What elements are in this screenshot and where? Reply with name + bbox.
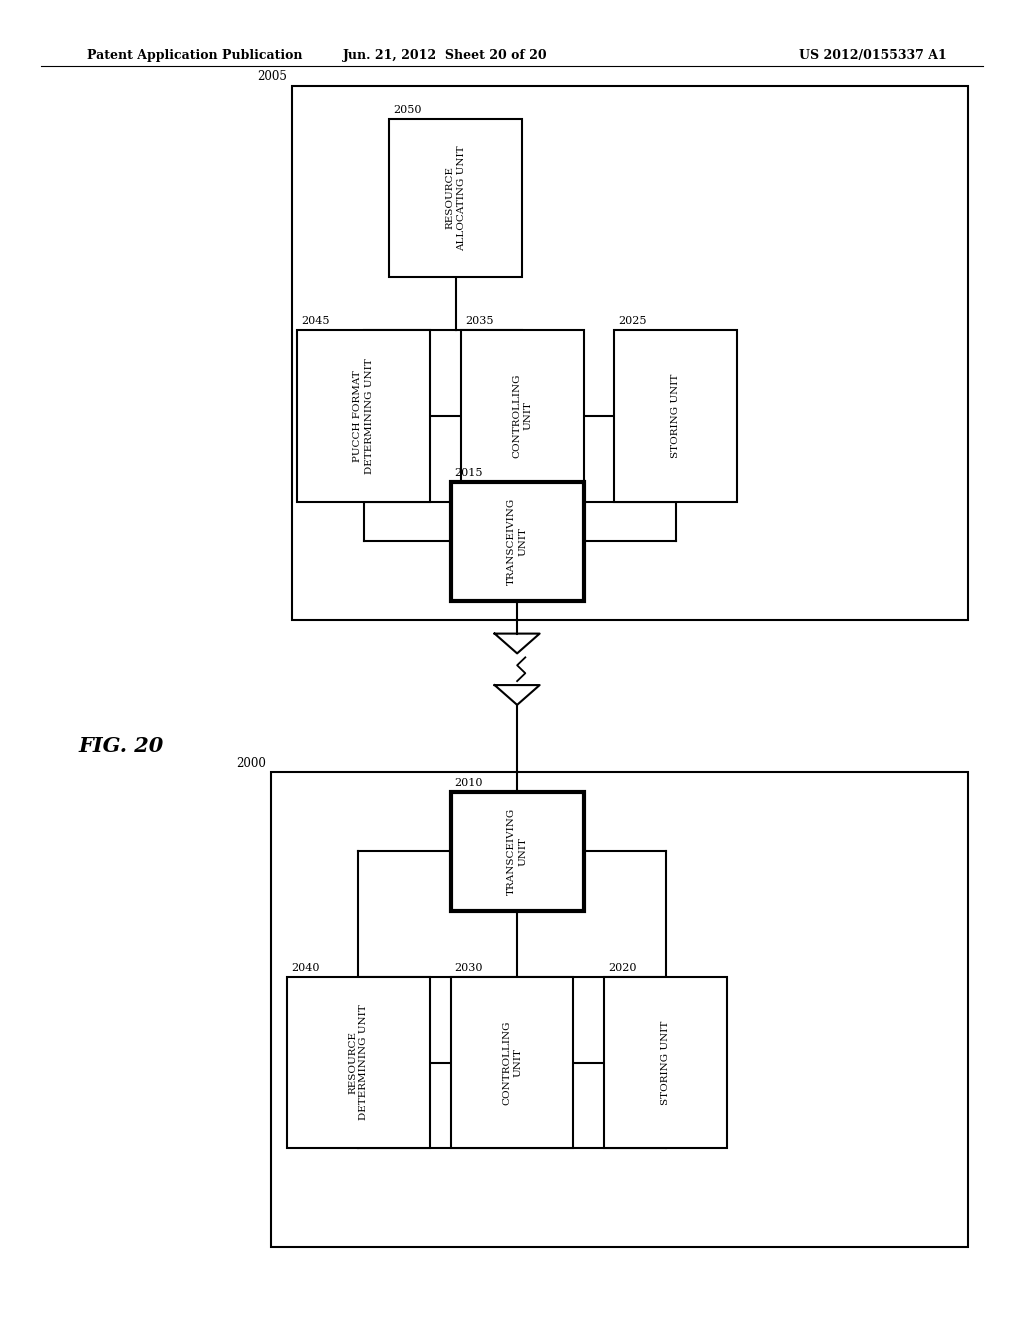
Text: 2045: 2045 xyxy=(301,315,330,326)
Text: 2015: 2015 xyxy=(455,467,483,478)
Bar xyxy=(297,330,430,502)
Text: TRANSCEIVING
UNIT: TRANSCEIVING UNIT xyxy=(507,808,527,895)
Bar xyxy=(604,977,727,1148)
Bar xyxy=(614,330,737,502)
Text: CONTROLLING
UNIT: CONTROLLING UNIT xyxy=(512,374,532,458)
Bar xyxy=(389,119,522,277)
Text: US 2012/0155337 A1: US 2012/0155337 A1 xyxy=(799,49,946,62)
Text: 2010: 2010 xyxy=(455,777,483,788)
Text: 2020: 2020 xyxy=(608,962,637,973)
Text: RESOURCE
DETERMINING UNIT: RESOURCE DETERMINING UNIT xyxy=(348,1005,369,1121)
Text: STORING UNIT: STORING UNIT xyxy=(672,374,680,458)
Bar xyxy=(292,86,968,620)
Text: FIG. 20: FIG. 20 xyxy=(78,735,164,756)
Text: 2035: 2035 xyxy=(465,315,494,326)
Bar xyxy=(451,482,584,601)
Text: 2050: 2050 xyxy=(393,104,422,115)
Text: 2040: 2040 xyxy=(291,962,319,973)
Text: Jun. 21, 2012  Sheet 20 of 20: Jun. 21, 2012 Sheet 20 of 20 xyxy=(343,49,548,62)
Text: STORING UNIT: STORING UNIT xyxy=(662,1020,670,1105)
Text: CONTROLLING
UNIT: CONTROLLING UNIT xyxy=(502,1020,522,1105)
Bar xyxy=(451,977,573,1148)
Text: 2000: 2000 xyxy=(237,756,266,770)
Bar xyxy=(451,792,584,911)
Text: Patent Application Publication: Patent Application Publication xyxy=(87,49,302,62)
Text: TRANSCEIVING
UNIT: TRANSCEIVING UNIT xyxy=(507,498,527,585)
Bar xyxy=(287,977,430,1148)
Text: PUCCH FORMAT
DETERMINING UNIT: PUCCH FORMAT DETERMINING UNIT xyxy=(353,358,374,474)
Bar xyxy=(271,772,968,1247)
Text: 2030: 2030 xyxy=(455,962,483,973)
Text: 2025: 2025 xyxy=(618,315,647,326)
Bar xyxy=(461,330,584,502)
Text: 2005: 2005 xyxy=(257,70,287,83)
Text: RESOURCE
ALLOCATING UNIT: RESOURCE ALLOCATING UNIT xyxy=(445,145,466,251)
